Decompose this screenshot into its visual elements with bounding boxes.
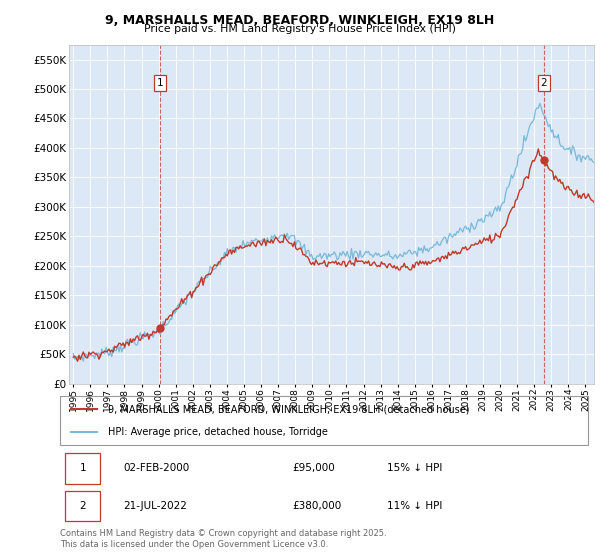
Text: 15% ↓ HPI: 15% ↓ HPI — [388, 463, 443, 473]
Text: 02-FEB-2000: 02-FEB-2000 — [124, 463, 190, 473]
Text: £95,000: £95,000 — [292, 463, 335, 473]
Text: 11% ↓ HPI: 11% ↓ HPI — [388, 501, 443, 511]
FancyBboxPatch shape — [65, 491, 100, 521]
Text: 2: 2 — [541, 78, 547, 88]
Text: 9, MARSHALLS MEAD, BEAFORD, WINKLEIGH, EX19 8LH: 9, MARSHALLS MEAD, BEAFORD, WINKLEIGH, E… — [106, 14, 494, 27]
Text: Contains HM Land Registry data © Crown copyright and database right 2025.
This d: Contains HM Land Registry data © Crown c… — [60, 529, 386, 549]
Text: 2: 2 — [79, 501, 86, 511]
Text: 1: 1 — [157, 78, 163, 88]
Text: 1: 1 — [79, 463, 86, 473]
Text: Price paid vs. HM Land Registry's House Price Index (HPI): Price paid vs. HM Land Registry's House … — [144, 24, 456, 34]
Text: HPI: Average price, detached house, Torridge: HPI: Average price, detached house, Torr… — [107, 427, 328, 437]
FancyBboxPatch shape — [65, 453, 100, 484]
Text: 21-JUL-2022: 21-JUL-2022 — [124, 501, 187, 511]
Text: 9, MARSHALLS MEAD, BEAFORD, WINKLEIGH, EX19 8LH (detached house): 9, MARSHALLS MEAD, BEAFORD, WINKLEIGH, E… — [107, 404, 469, 414]
Text: £380,000: £380,000 — [292, 501, 341, 511]
